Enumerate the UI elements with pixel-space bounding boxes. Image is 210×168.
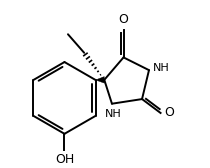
Text: OH: OH (55, 154, 74, 166)
Text: NH: NH (105, 109, 121, 119)
Text: O: O (119, 13, 129, 26)
Text: O: O (165, 107, 175, 119)
Polygon shape (96, 77, 104, 83)
Text: NH: NH (152, 63, 169, 73)
